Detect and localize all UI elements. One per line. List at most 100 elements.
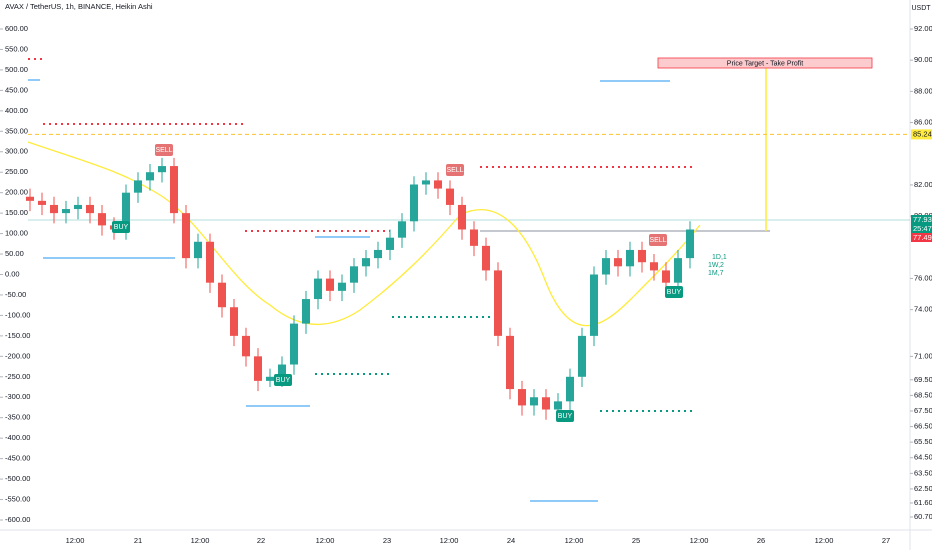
candle-body (194, 241, 202, 259)
signal-badge (274, 374, 292, 386)
candle-body (590, 274, 598, 336)
candle-body (146, 172, 154, 181)
signal-label: SELL (446, 167, 463, 174)
y2-tick-label: 69.50 (914, 375, 932, 384)
candle-body (218, 282, 226, 308)
y-tick-label: -450.00 (5, 454, 30, 463)
price-tag (911, 129, 932, 140)
chart-title: AVAX / TetherUS, 1h, BINANCE, Heikin Ash… (5, 2, 153, 11)
y-tick-label: 50.00 (5, 249, 24, 258)
candle-body (398, 221, 406, 238)
target-box-label: Price Target - Take Profit (727, 60, 803, 67)
signal-badge (649, 234, 667, 246)
y-tick-label: 450.00 (5, 85, 28, 94)
x-tick-label: 25 (632, 536, 640, 545)
y-tick-label: 300.00 (5, 147, 28, 156)
y-tick-label: 350.00 (5, 126, 28, 135)
candle-body (50, 204, 58, 214)
candle-body (422, 180, 430, 185)
candle-body (182, 213, 190, 259)
candle-body (290, 323, 298, 365)
y-tick-label: -600.00 (5, 515, 30, 524)
candle-body (494, 270, 502, 336)
candle-body (62, 209, 70, 214)
candle-body (458, 204, 466, 230)
candle-body (122, 192, 130, 230)
candle-body (554, 401, 562, 410)
y-tick-label: -150.00 (5, 331, 30, 340)
level-label: 1W,2 (708, 262, 724, 269)
signal-label: BUY (667, 289, 682, 296)
level-label: 1M,7 (708, 270, 724, 277)
y-tick-label: 400.00 (5, 106, 28, 115)
target-box (657, 57, 873, 69)
y-tick-label: 200.00 (5, 188, 28, 197)
y2-tick-label: 86.00 (914, 118, 932, 127)
y2-tick-label: 68.50 (914, 390, 932, 399)
candle-body (386, 237, 394, 250)
price-tag-label: 85.24 (913, 129, 932, 138)
candle-body (170, 166, 178, 214)
candle-body (434, 180, 442, 189)
signal-label: SELL (649, 237, 666, 244)
y2-tick-label: 67.50 (914, 406, 932, 415)
signal-badge (446, 164, 464, 176)
signal-badge (556, 410, 574, 422)
y-tick-label: -100.00 (5, 310, 30, 319)
y-tick-label: -200.00 (5, 351, 30, 360)
dotted-levels (28, 58, 910, 502)
y-tick-label: -400.00 (5, 433, 30, 442)
y2-tick-label: 62.50 (914, 484, 932, 493)
candle-body (602, 258, 610, 275)
candle-body (674, 258, 682, 283)
signal-badge (112, 221, 130, 233)
y2-tick-label: 71.00 (914, 351, 932, 360)
x-tick-label: 12:00 (565, 536, 584, 545)
candle-body (266, 376, 274, 381)
axis-unit: USDT (911, 5, 931, 12)
candle-body (638, 249, 646, 263)
y2-tick-label: 92.00 (914, 24, 932, 33)
signal-label: BUY (276, 377, 291, 384)
y-tick-label: -500.00 (5, 474, 30, 483)
y-tick-label: 250.00 (5, 167, 28, 176)
candle-body (86, 204, 94, 214)
signal-label: BUY (558, 413, 573, 420)
signal-label: BUY (114, 224, 129, 231)
y-tick-label: 500.00 (5, 65, 28, 74)
x-tick-label: 12:00 (690, 536, 709, 545)
x-tick-label: 26 (757, 536, 765, 545)
candle-body (98, 213, 106, 226)
y2-tick-label: 65.50 (914, 437, 932, 446)
candle-body (338, 282, 346, 291)
price-tag (911, 215, 932, 224)
candle-body (662, 270, 670, 283)
candle-body (38, 200, 46, 205)
x-tick-label: 22 (257, 536, 265, 545)
signal-badge (665, 286, 683, 298)
price-tag-label: 77.49 (913, 233, 932, 242)
candle-body (686, 229, 694, 259)
x-tick-label: 12:00 (440, 536, 459, 545)
y2-tick-label: 61.60 (914, 498, 932, 507)
x-tick-label: 23 (383, 536, 391, 545)
x-tick-label: 12:00 (66, 536, 85, 545)
candle-body (302, 299, 310, 324)
candle-body (362, 258, 370, 267)
candle-body (206, 241, 214, 283)
candle-body (134, 180, 142, 193)
candle-body (542, 397, 550, 410)
y-tick-label: -250.00 (5, 372, 30, 381)
y2-tick-label: 90.00 (914, 55, 932, 64)
y-tick-label: 0.00 (5, 269, 20, 278)
level-label: 1D,1 (712, 254, 727, 261)
y2-tick-label: 60.70 (914, 512, 932, 521)
y-tick-label: 150.00 (5, 208, 28, 217)
signal-label: SELL (155, 147, 172, 154)
price-tag-label: 25:47 (913, 224, 932, 233)
x-tick-label: 12:00 (815, 536, 834, 545)
y2-tick-label: 82.00 (914, 180, 932, 189)
y-tick-label: -350.00 (5, 413, 30, 422)
